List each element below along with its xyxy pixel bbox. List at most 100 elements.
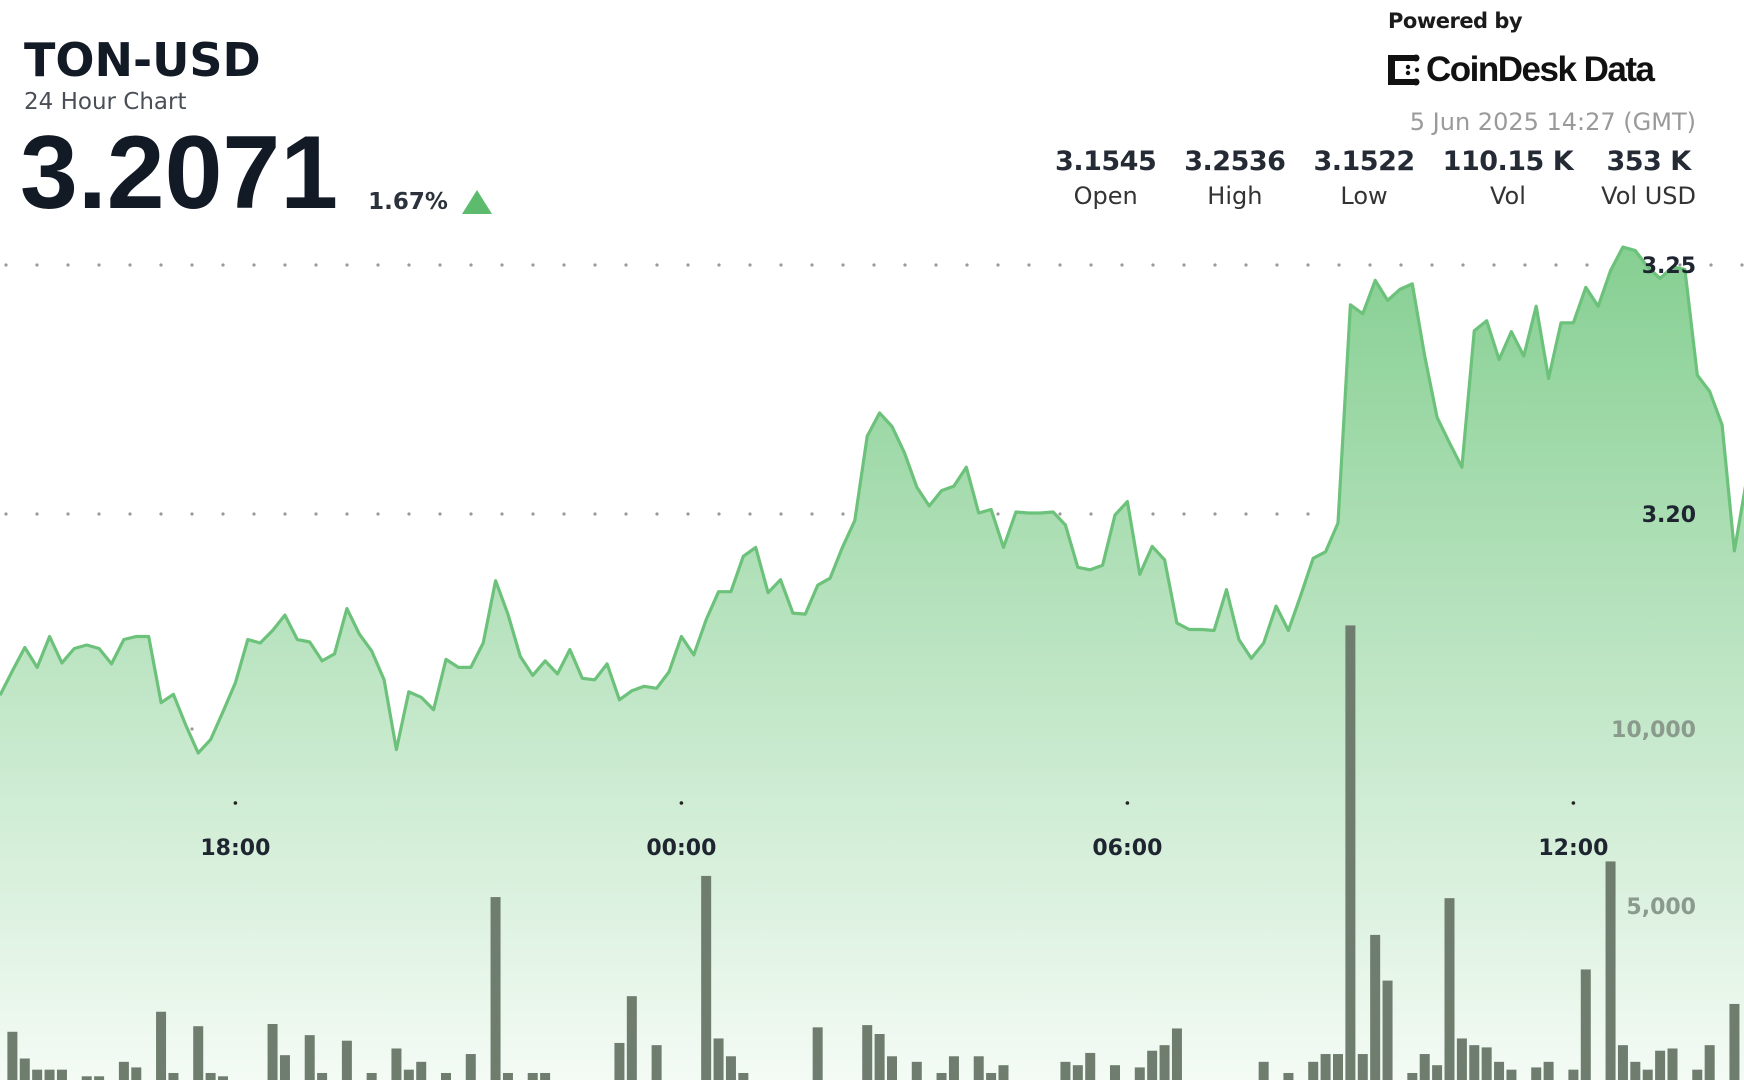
- volume-bar: [56, 1069, 67, 1080]
- price-gridline-dot: [500, 512, 504, 516]
- price-gridline-dot: [1027, 263, 1031, 267]
- volume-bar: [1667, 1048, 1678, 1080]
- volume-bar: [1456, 1038, 1467, 1080]
- stat-value: 3.1545: [1055, 146, 1157, 177]
- volume-bar: [998, 1065, 1009, 1080]
- coindesk-data-logo: CoinDesk Data: [1386, 50, 1655, 90]
- volume-bar: [490, 897, 501, 1080]
- price-gridline-dot: [965, 263, 969, 267]
- volume-bar: [1110, 1065, 1120, 1080]
- price-gridline-dot: [1058, 263, 1062, 267]
- volume-bar: [1481, 1047, 1492, 1080]
- price-gridline-dot: [438, 512, 442, 516]
- volume-bar: [1085, 1052, 1096, 1080]
- price-gridline-dot: [1585, 263, 1589, 267]
- price-gridline-dot: [1368, 263, 1372, 267]
- volume-bar: [1258, 1061, 1269, 1080]
- price-gridline-dot: [1120, 263, 1124, 267]
- price-gridline-dot: [1678, 263, 1682, 267]
- volume-bar: [812, 1027, 823, 1080]
- volume-bar: [1642, 1069, 1653, 1080]
- stat-vol-usd: 353 K Vol USD: [1601, 146, 1696, 210]
- volume-bar: [1580, 969, 1591, 1080]
- volume-bar: [986, 1072, 997, 1080]
- price-gridline-dot: [345, 512, 349, 516]
- volume-bar: [1357, 1054, 1368, 1080]
- price-row: 3.2071 1.67%: [20, 118, 492, 228]
- price-gridline-dot: [1337, 263, 1341, 267]
- price-gridline-dot: [1306, 512, 1310, 516]
- stat-label: Vol: [1489, 182, 1526, 210]
- stat-low: 3.1522 Low: [1313, 146, 1415, 210]
- price-gridline-dot: [314, 512, 318, 516]
- volume-bar: [1692, 1069, 1703, 1080]
- price-gridline-dot: [314, 263, 318, 267]
- price-gridline-dot: [128, 512, 132, 516]
- volume-bar: [441, 1072, 451, 1080]
- x-axis-label: 18:00: [200, 836, 270, 861]
- price-gridline-dot: [1740, 263, 1744, 267]
- volume-bar: [391, 1048, 402, 1080]
- volume-bar: [701, 875, 712, 1080]
- price-gridline-dot: [1244, 263, 1248, 267]
- price-gridline-dot: [1151, 263, 1155, 267]
- price-gridline-dot: [1182, 263, 1186, 267]
- volume-bar: [131, 1067, 142, 1080]
- change-percent: 1.67%: [368, 189, 448, 215]
- volume-bar: [1543, 1061, 1554, 1080]
- volume-bar: [304, 1035, 315, 1080]
- volume-bar: [1630, 1061, 1641, 1080]
- volume-bar: [911, 1061, 922, 1080]
- volume-bar: [1729, 1003, 1740, 1080]
- volume-bar: [1704, 1045, 1715, 1080]
- volume-bar: [7, 1031, 18, 1080]
- price-gridline-dot: [934, 263, 938, 267]
- volume-bar: [862, 1025, 873, 1080]
- stat-value: 3.2536: [1184, 146, 1286, 177]
- price-gridline-dot: [190, 512, 194, 516]
- price-gridline-dot: [1182, 512, 1186, 516]
- volume-bar: [1419, 1054, 1430, 1080]
- volume-bar: [1444, 898, 1455, 1080]
- price-gridline-dot: [1523, 263, 1527, 267]
- volume-bar: [1308, 1061, 1319, 1080]
- price-gridline-dot: [4, 263, 8, 267]
- price-gridline-dot: [996, 263, 1000, 267]
- volume-bar: [19, 1058, 30, 1080]
- price-gridline-dot: [376, 512, 380, 516]
- x-tick-mark: [679, 801, 684, 805]
- price-gridline-dot: [562, 512, 566, 516]
- volume-bar: [1134, 1067, 1145, 1080]
- chart-subtitle: 24 Hour Chart: [24, 89, 187, 115]
- price-gridline-dot: [128, 263, 132, 267]
- volume-bar: [1568, 1069, 1579, 1080]
- x-axis-label: 00:00: [646, 836, 716, 861]
- price-gridline-dot: [35, 512, 39, 516]
- price-gridline-dot: [810, 263, 814, 267]
- price-gridline-dot: [1244, 512, 1248, 516]
- volume-bar: [936, 1072, 947, 1080]
- price-gridline-dot: [469, 512, 473, 516]
- powered-by-label: Powered by: [1388, 9, 1523, 33]
- stat-label: Low: [1340, 182, 1388, 210]
- stat-label: High: [1207, 182, 1263, 210]
- volume-bar: [713, 1038, 724, 1080]
- volume-bar: [193, 1026, 204, 1080]
- price-gridline-dot: [624, 263, 628, 267]
- price-gridline-dot: [1213, 263, 1217, 267]
- volume-bar: [651, 1045, 662, 1080]
- stat-open: 3.1545 Open: [1055, 146, 1157, 210]
- price-gridline-dot: [748, 512, 752, 516]
- stat-value: 110.15 K: [1442, 146, 1574, 177]
- price-gridline-dot: [779, 512, 783, 516]
- price-gridline-dot: [35, 263, 39, 267]
- volume-bar: [1382, 980, 1393, 1080]
- price-gridline-dot: [655, 263, 659, 267]
- price-gridline-dot: [1089, 512, 1093, 516]
- price-gridline-dot: [66, 263, 70, 267]
- volume-bar: [32, 1069, 43, 1080]
- price-gridline-dot: [562, 263, 566, 267]
- volume-bar: [1147, 1050, 1158, 1080]
- stat-high: 3.2536 High: [1184, 146, 1286, 210]
- price-gridline-dot: [531, 512, 535, 516]
